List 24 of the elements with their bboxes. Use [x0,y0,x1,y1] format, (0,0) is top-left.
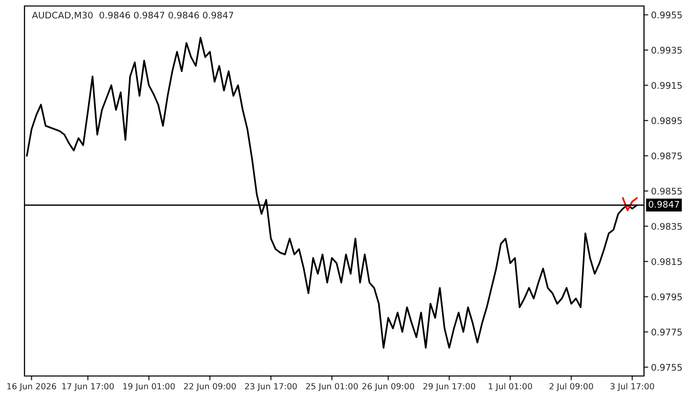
y-tick-label: 0.9875 [652,152,682,160]
x-tick-label: 3 Jul 17:00 [610,382,654,391]
x-tick-label: 25 Jun 01:00 [306,383,358,391]
x-tick-label: 29 Jun 17:00 [423,383,476,391]
y-tick-label: 0.9815 [652,258,682,266]
y-tick-label: 0.9855 [652,188,682,195]
ref-line-label: 0.9847 [648,200,679,208]
y-tick-label: 0.9915 [652,82,682,89]
y-tick-label: 0.9835 [652,222,682,230]
text: AUDCAD,M30 0.9846 0.9847 0.9846 0.9847 [32,12,234,20]
y-tick-label: 0.9955 [652,12,682,18]
y-tick-label: 0.9895 [652,117,682,124]
x-tick-label: 17 Jun 17:00 [62,383,114,391]
y-tick-label: 0.9795 [652,293,682,300]
y-tick-label: 0.9775 [652,328,682,336]
y-tick-label: 0.9755 [652,364,682,371]
x-tick-label: 2 Jul 09:00 [550,382,594,391]
x-tick-label: 19 Jun 01:00 [123,383,175,391]
x-tick-label: 16 Jun 2026 [7,383,56,391]
x-tick-label: 22 Jun 09:00 [184,383,236,391]
x-tick-label: 1 Jul 01:00 [488,382,532,391]
y-tick-label: 0.9935 [652,46,682,54]
x-tick-label: 26 Jun 09:00 [362,383,414,391]
x-tick-label: 23 Jun 17:00 [245,383,297,391]
